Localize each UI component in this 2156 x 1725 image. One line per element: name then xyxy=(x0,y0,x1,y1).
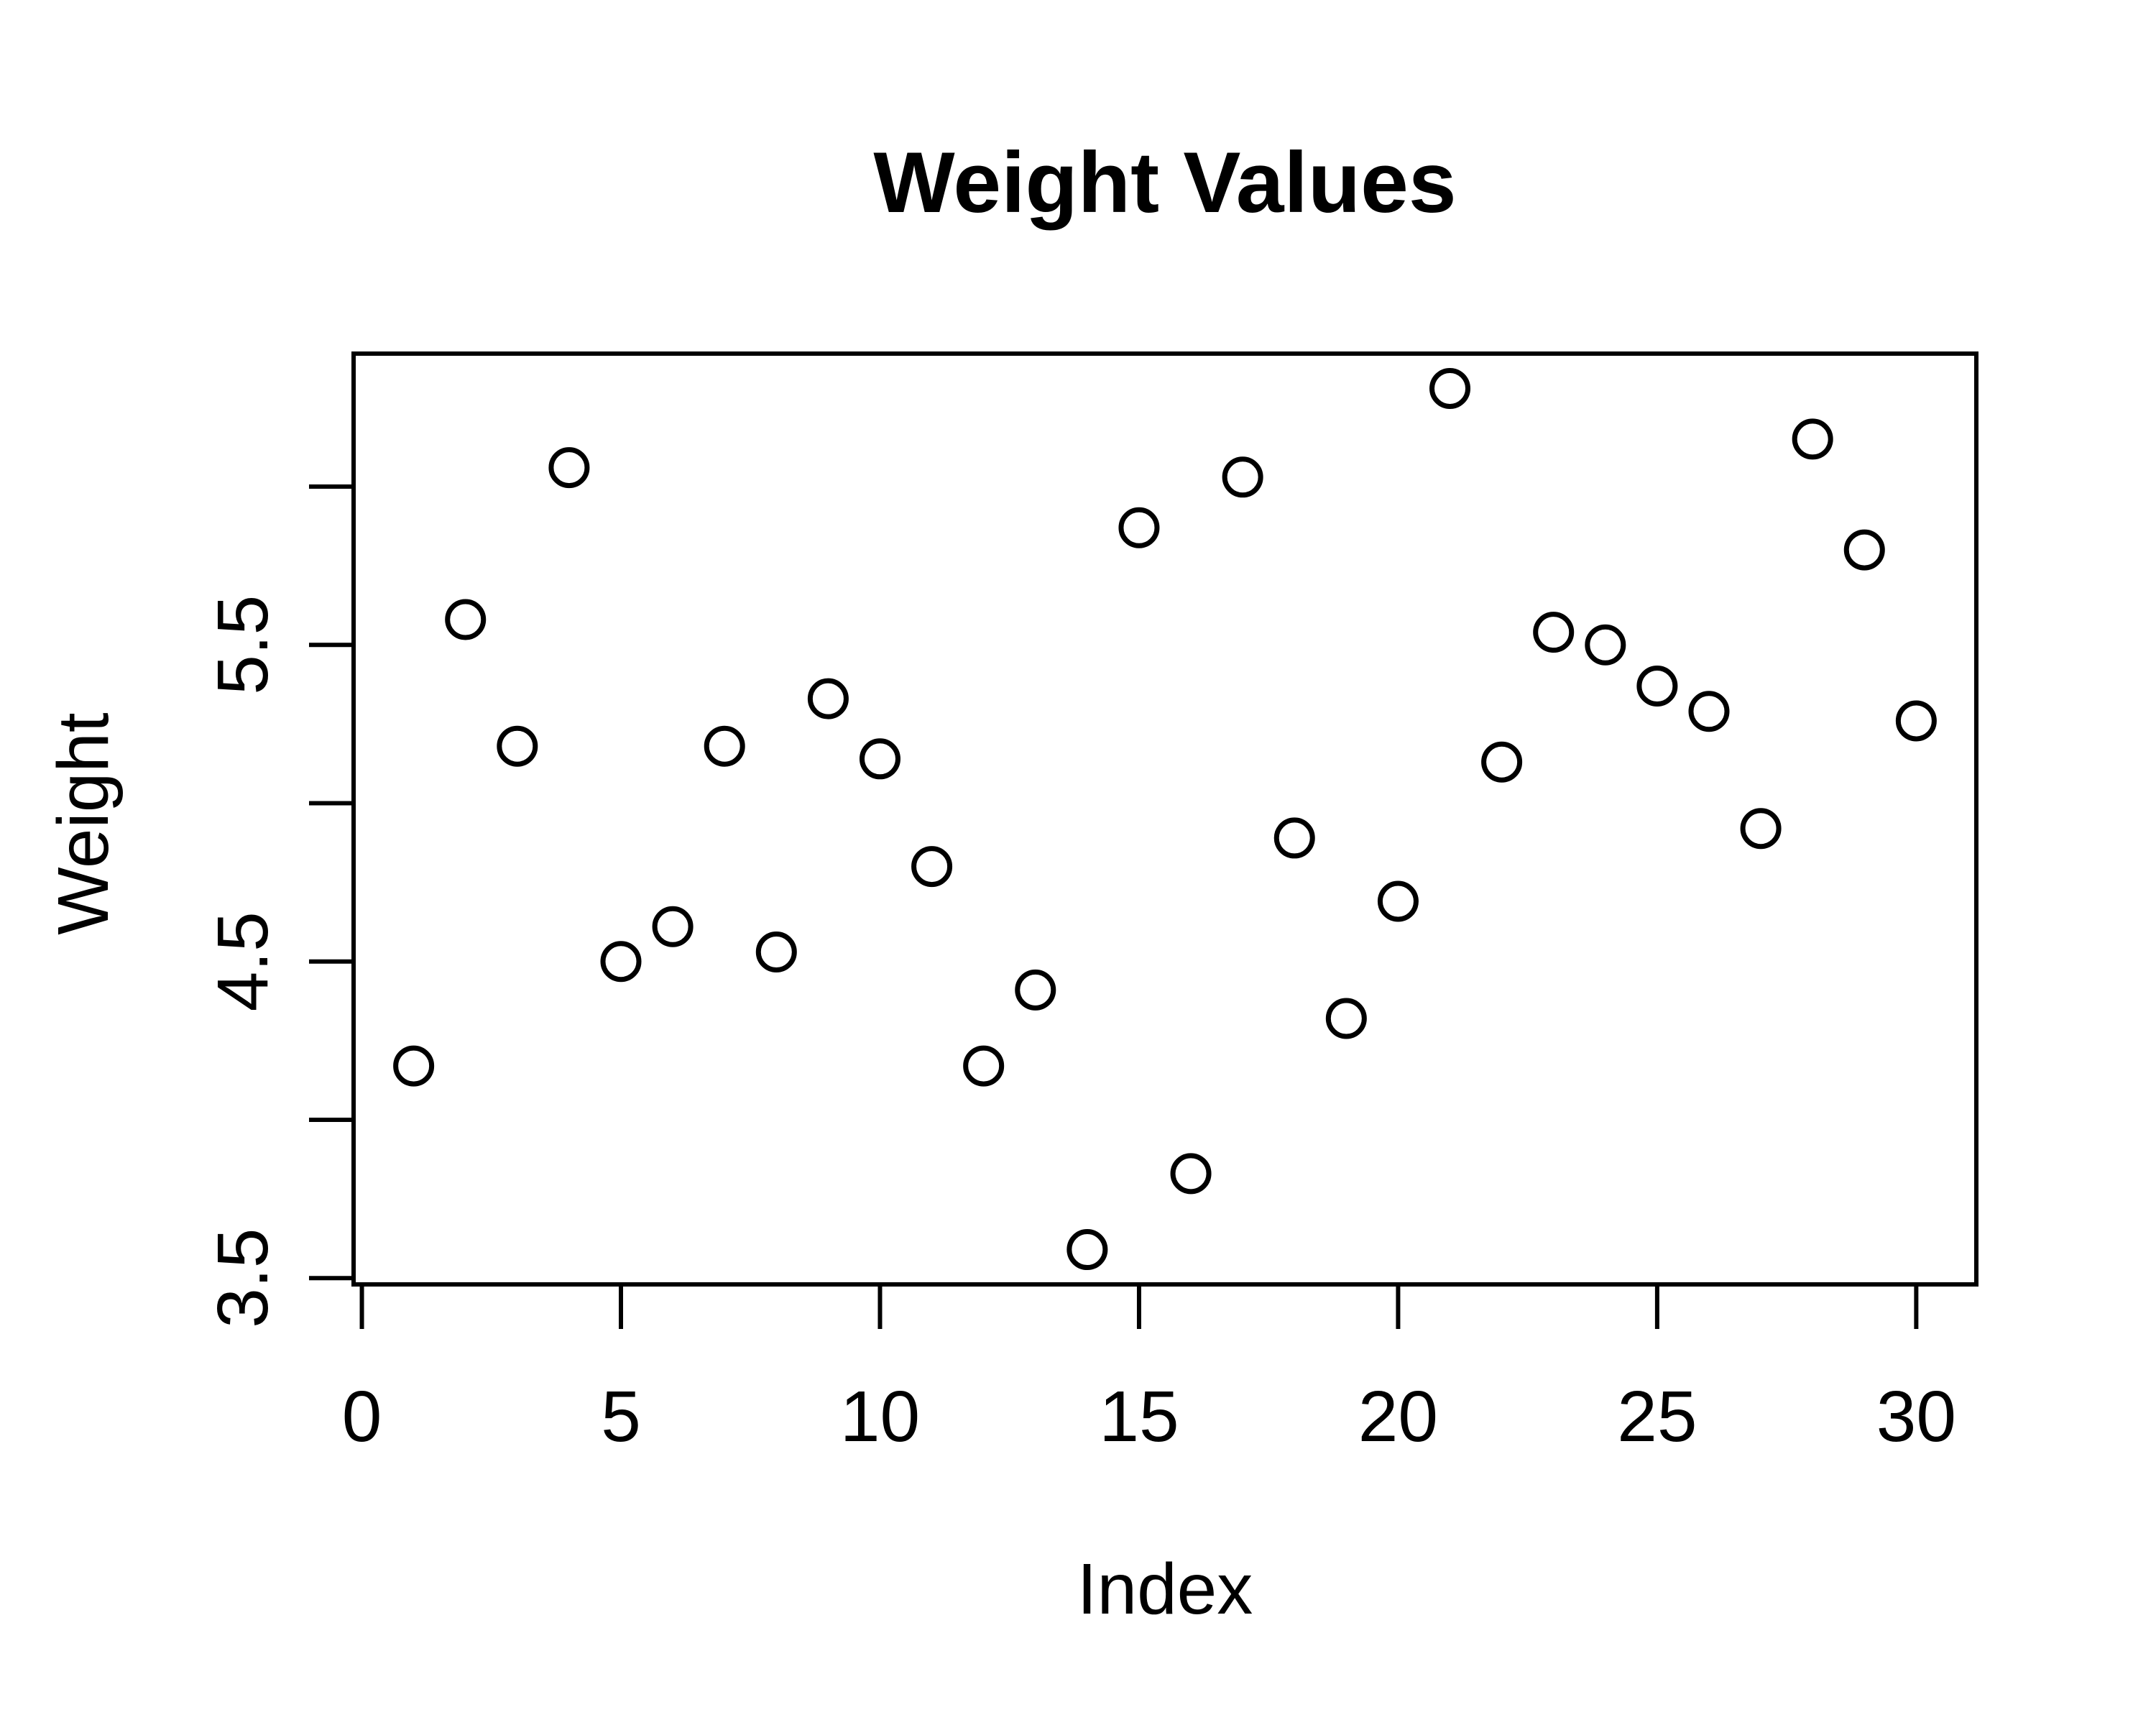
data-point xyxy=(807,678,849,719)
data-point xyxy=(1792,418,1833,460)
data-point xyxy=(704,725,745,767)
data-point xyxy=(1533,612,1575,653)
y-tick-label: 4.5 xyxy=(203,911,283,1011)
x-tick-label: 10 xyxy=(840,1376,920,1457)
data-point xyxy=(1481,741,1523,783)
data-point xyxy=(755,932,797,972)
data-point xyxy=(1843,529,1885,571)
x-tick-label: 25 xyxy=(1617,1376,1697,1457)
data-point xyxy=(497,725,538,767)
data-point xyxy=(600,941,642,983)
data-point xyxy=(548,447,590,489)
y-axis-ticks: 3.5 4.5 5.5 xyxy=(203,484,354,1328)
x-axis-label: Index xyxy=(1077,1549,1253,1629)
data-point xyxy=(1585,624,1626,666)
data-point xyxy=(1222,456,1263,498)
data-point xyxy=(1377,880,1419,922)
data-points xyxy=(393,367,1937,1271)
x-tick-label: 15 xyxy=(1099,1376,1179,1457)
data-point xyxy=(1273,817,1315,859)
data-point xyxy=(963,1045,1005,1087)
data-point xyxy=(1636,666,1678,707)
data-point xyxy=(393,1045,435,1087)
chart-title: Weight Values xyxy=(873,134,1456,231)
x-tick-label: 20 xyxy=(1358,1376,1438,1457)
data-point xyxy=(1740,808,1782,850)
y-tick-label: 3.5 xyxy=(203,1228,283,1328)
data-point xyxy=(1429,367,1471,409)
data-point xyxy=(1015,969,1056,1011)
data-point xyxy=(1118,507,1160,548)
data-point xyxy=(1688,691,1730,732)
data-point xyxy=(1170,1153,1212,1195)
data-point xyxy=(859,738,900,780)
data-point xyxy=(652,906,694,947)
x-tick-label: 0 xyxy=(342,1376,382,1457)
data-point xyxy=(1067,1229,1108,1271)
y-axis-label: Weight xyxy=(43,712,124,935)
data-point xyxy=(1325,998,1367,1039)
data-point xyxy=(445,599,487,640)
y-tick-label: 5.5 xyxy=(203,595,283,695)
data-point xyxy=(1895,700,1937,742)
x-tick-label: 5 xyxy=(601,1376,641,1457)
x-axis-ticks: 0 5 10 15 20 25 30 xyxy=(342,1284,1956,1457)
data-point xyxy=(911,846,953,888)
x-tick-label: 30 xyxy=(1876,1376,1956,1457)
plot-box xyxy=(351,351,1978,1287)
